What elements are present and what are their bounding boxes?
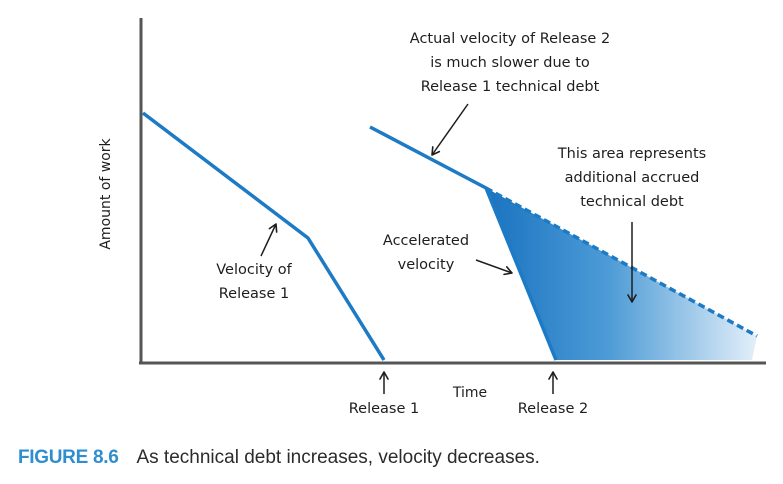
figure-caption: FIGURE 8.6 As technical debt increases, v… bbox=[18, 447, 540, 469]
y-axis-label: Amount of work bbox=[98, 137, 114, 249]
accrued-area-annotation-line1: This area represents bbox=[557, 146, 706, 162]
accelerated-annotation-line1: Accelerated bbox=[383, 233, 469, 249]
velocity-r1-annotation-line2: Release 1 bbox=[219, 286, 290, 302]
accrued-area-annotation-line2: additional accrued bbox=[565, 170, 700, 186]
arrow-velocity-r1 bbox=[260, 223, 278, 257]
velocity-r1-annotation-line1: Velocity of bbox=[216, 262, 292, 278]
release2-label: Release 2 bbox=[518, 401, 589, 417]
accrued-area-annotation-line3: technical debt bbox=[580, 194, 684, 210]
figure-number: FIGURE 8.6 bbox=[18, 447, 119, 468]
actual-velocity-annotation-line3: Release 1 technical debt bbox=[421, 79, 600, 95]
arrow-accelerated bbox=[475, 259, 513, 276]
figure-caption-text: As technical debt increases, velocity de… bbox=[136, 447, 540, 468]
x-axis-label: Time bbox=[452, 385, 487, 401]
release1-label: Release 1 bbox=[349, 401, 420, 417]
actual-velocity-annotation-line1: Actual velocity of Release 2 bbox=[410, 31, 610, 47]
release1-velocity-line bbox=[141, 111, 386, 361]
projected-velocity-dashed-line bbox=[485, 186, 758, 338]
technical-debt-diagram: Amount of work Time Actual velocity of R… bbox=[98, 18, 766, 417]
accrued-debt-area bbox=[486, 188, 757, 360]
accelerated-annotation-line2: velocity bbox=[398, 257, 455, 273]
actual-velocity-annotation-line2: is much slower due to bbox=[430, 55, 590, 71]
arrow-actual-velocity bbox=[431, 103, 469, 156]
